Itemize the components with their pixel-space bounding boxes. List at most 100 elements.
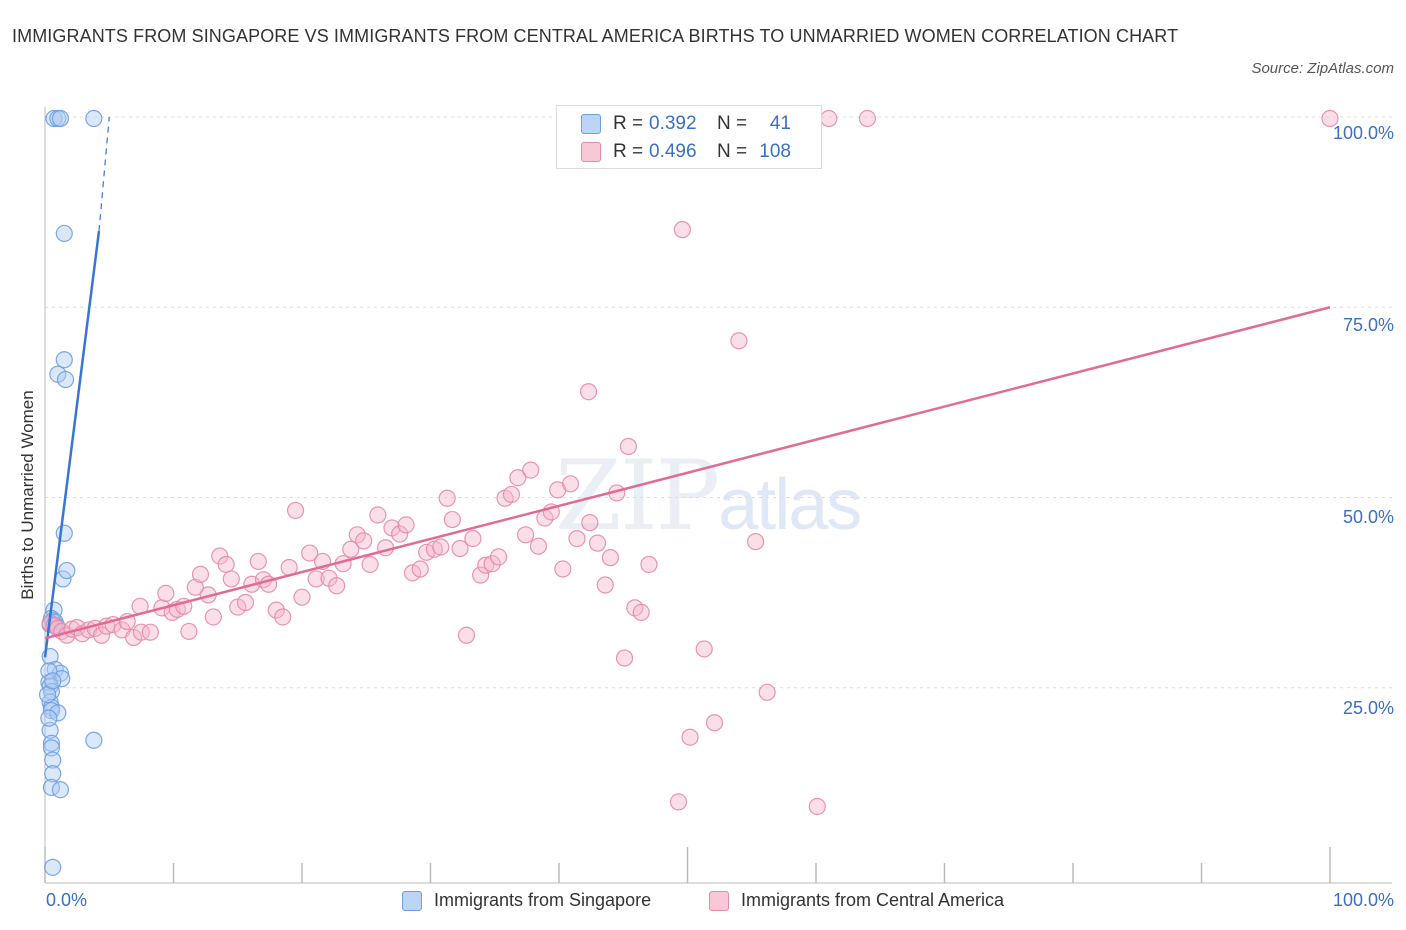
singapore-point-31: [44, 765, 62, 783]
singapore-point-3: [85, 109, 103, 128]
legend-n-label: N =: [717, 113, 748, 134]
central-america-point-81: [554, 560, 572, 578]
y-tick-label-50: 50.0%: [1342, 507, 1394, 527]
legend-n-value: 41: [769, 113, 791, 134]
central-america-point-106: [858, 109, 877, 128]
central-america-point-99: [695, 640, 713, 658]
central-america-point-39: [274, 608, 292, 626]
series-label-central-america: Immigrants from Central America: [741, 890, 1005, 910]
central-america-point-51: [355, 532, 373, 550]
central-america-point-10: [92, 626, 111, 644]
central-america-point-107: [1321, 109, 1339, 128]
central-america-point-65: [451, 539, 469, 558]
central-america-point-49: [342, 540, 360, 558]
singapore-point-4: [55, 224, 73, 243]
central-america-point-97: [673, 221, 691, 239]
singapore-point-29: [42, 739, 61, 757]
central-america-point-57: [397, 516, 415, 534]
central-america-point-76: [516, 526, 535, 544]
series-legend-central-america[interactable]: Immigrants from Central America: [709, 890, 1004, 911]
series-swatch-pink: [709, 890, 729, 911]
central-america-point-93: [632, 603, 650, 622]
central-america-point-24: [180, 622, 198, 641]
central-america-point-82: [561, 475, 580, 493]
singapore-point-27: [41, 721, 59, 739]
central-america-point-75: [522, 461, 540, 479]
central-america-point-94: [640, 555, 658, 574]
central-america-point-35: [249, 552, 267, 571]
y-tick-label-25: 25.0%: [1342, 698, 1394, 718]
legend-r-label: R =: [613, 113, 644, 134]
central-america-point-68: [472, 566, 490, 584]
central-america-point-104: [808, 797, 826, 816]
central-america-point-96: [669, 793, 688, 811]
legend-swatch-pink: [581, 142, 601, 162]
central-america-point-26: [191, 565, 210, 583]
central-america-point-70: [483, 555, 501, 573]
central-america-point-73: [502, 485, 521, 504]
central-america-point-64: [443, 510, 461, 529]
central-america-point-17: [141, 623, 159, 641]
central-america-point-33: [236, 593, 255, 612]
central-america-point-53: [369, 506, 387, 524]
singapore-point-0: [45, 109, 63, 128]
legend-n-label: N =: [717, 141, 748, 162]
central-america-point-62: [432, 538, 450, 556]
singapore-point-39: [40, 709, 58, 727]
singapore-point-36: [40, 662, 58, 680]
stats-legend: R = 0.392 N = 41 R = 0.496 N = 108: [556, 105, 822, 169]
singapore-trend-line: [43, 230, 101, 658]
central-america-point-54: [376, 539, 395, 557]
singapore-point-26: [49, 704, 67, 722]
central-america-point-44: [307, 570, 325, 588]
source-label: Source: ZipAtlas.com: [1251, 60, 1394, 77]
central-america-point-63: [438, 489, 456, 507]
central-america-point-41: [286, 501, 305, 520]
central-america-point-56: [391, 525, 409, 543]
central-america-point-66: [457, 626, 476, 644]
central-america-point-85: [581, 514, 599, 532]
central-america-point-59: [411, 560, 429, 578]
central-america-point-38: [267, 601, 285, 619]
singapore-point-6: [55, 351, 73, 369]
central-america-point-16: [132, 623, 150, 641]
singapore-point-28: [42, 734, 61, 752]
central-america-point-86: [588, 534, 607, 552]
central-america-point-30: [217, 555, 235, 574]
central-america-point-98: [681, 728, 699, 746]
singapore-point-7: [56, 370, 75, 389]
central-america-point-43: [301, 544, 319, 562]
central-america-point-84: [579, 383, 598, 401]
central-america-point-83: [568, 529, 586, 548]
central-america-point-31: [222, 570, 240, 588]
central-america-point-90: [615, 649, 634, 667]
singapore-point-10: [58, 561, 76, 580]
central-america-point-50: [348, 526, 366, 544]
central-america-point-105: [820, 109, 838, 128]
central-america-point-61: [425, 540, 443, 558]
chart-title: IMMIGRANTS FROM SINGAPORE VS IMMIGRANTS …: [12, 26, 1179, 46]
legend-r-value: 0.392: [649, 113, 697, 134]
central-america-point-71: [490, 548, 508, 566]
singapore-point-30: [44, 751, 62, 769]
series-legend-singapore[interactable]: Immigrants from Singapore: [402, 890, 651, 911]
central-america-point-87: [596, 576, 614, 594]
central-america-point-103: [758, 683, 776, 701]
singapore-point-8: [55, 524, 73, 542]
legend-n-value: 108: [759, 141, 791, 162]
central-america-trend-line: [44, 306, 1331, 640]
watermark-atlas: atlas: [718, 465, 862, 545]
series-label-singapore: Immigrants from Singapore: [434, 890, 652, 910]
y-tick-label-75: 75.0%: [1342, 315, 1394, 335]
series-swatch-blue: [402, 890, 422, 911]
central-america-point-88: [601, 549, 620, 567]
singapore-point-35: [44, 858, 62, 876]
central-america-point-42: [293, 588, 311, 606]
legend-r-label: R =: [613, 141, 644, 162]
central-america-point-52: [361, 555, 379, 574]
x-tick-label-100: 100.0%: [1332, 890, 1394, 910]
legend-row-central-america: R = 0.496 N = 108: [581, 139, 791, 165]
singapore-point-40: [44, 672, 62, 690]
legend-swatch-blue: [581, 114, 601, 134]
